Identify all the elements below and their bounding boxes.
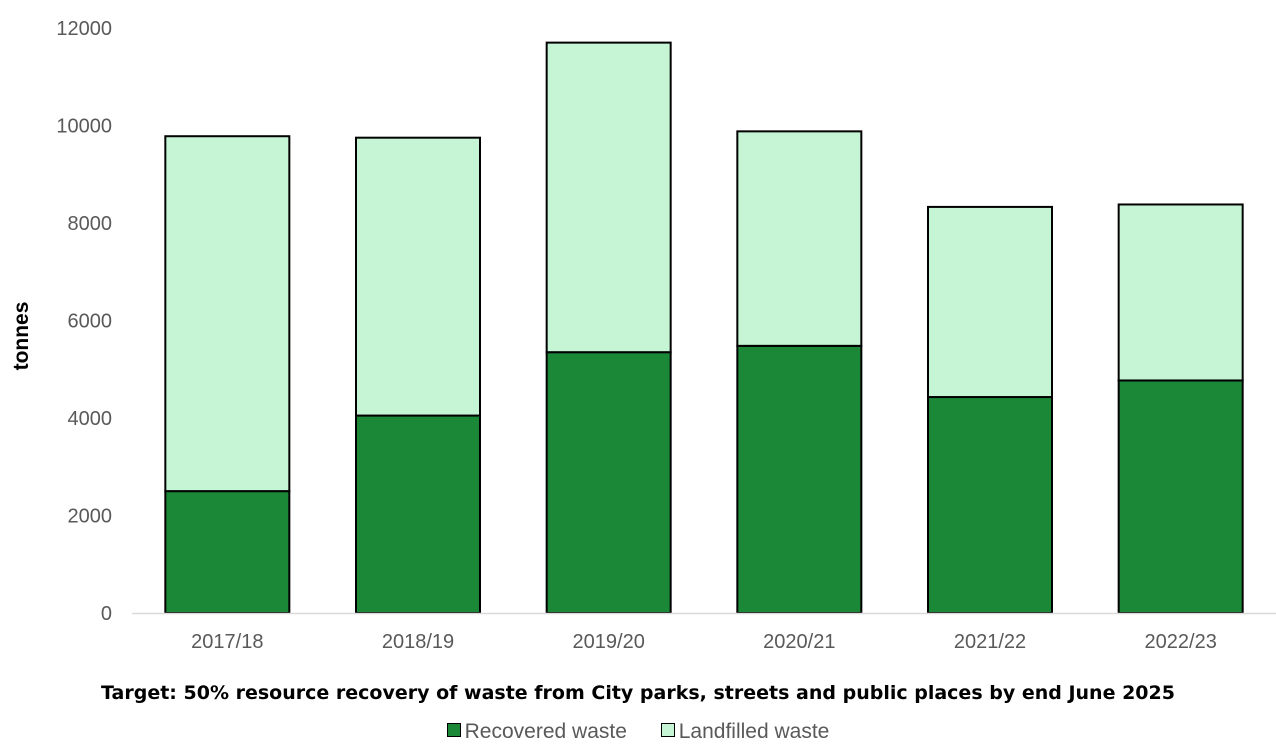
target-note: Target: 50% resource recovery of waste f… [101, 682, 1175, 704]
legend-item-recovered: Recovered waste [446, 720, 627, 744]
y-tick-label: 12000 [56, 18, 112, 40]
y-tick-label: 10000 [56, 116, 112, 138]
y-tick-label: 8000 [68, 213, 113, 235]
bar-segment-recovered [164, 490, 291, 614]
bars [164, 41, 1244, 614]
x-tick-label: 2021/22 [954, 631, 1026, 653]
bar-segment-recovered [927, 396, 1053, 614]
x-tick-label: 2020/21 [763, 631, 835, 653]
legend: Recovered waste Landfilled waste [0, 720, 1276, 744]
x-tick-label: 2022/23 [1145, 631, 1217, 653]
x-tick-label: 2018/19 [382, 631, 454, 653]
legend-label-recovered: Recovered waste [464, 720, 627, 743]
x-tick-label: 2017/18 [191, 631, 263, 653]
y-tick-label: 2000 [68, 506, 113, 528]
y-axis-label: tonnes [10, 302, 33, 371]
bar-segment-recovered [545, 351, 672, 614]
x-axis: 2017/18 2018/19 2019/20 2020/21 2021/22 2022/… [132, 612, 1276, 653]
bar-segment-landfilled [545, 41, 672, 354]
bar-segment-recovered [736, 344, 863, 614]
y-tick-label: 4000 [68, 408, 113, 430]
bar-segment-landfilled [927, 205, 1053, 399]
bar-segment-landfilled [164, 135, 291, 493]
legend-swatch-recovered [446, 723, 461, 738]
bar-segment-landfilled [1117, 203, 1244, 382]
bar-segment-recovered [1117, 379, 1244, 614]
y-tick-label: 6000 [68, 311, 113, 333]
bar-segment-landfilled [355, 136, 481, 417]
legend-item-landfilled: Landfilled waste [660, 720, 830, 744]
bar-segment-landfilled [736, 130, 863, 347]
y-axis: 0 2000 4000 6000 8000 10000 12000 [56, 18, 112, 625]
y-tick-label: 0 [101, 603, 112, 625]
legend-swatch-landfilled [660, 723, 675, 738]
bar-segment-recovered [355, 414, 481, 614]
x-tick-label: 2019/20 [573, 631, 645, 653]
legend-label-landfilled: Landfilled waste [678, 720, 830, 743]
